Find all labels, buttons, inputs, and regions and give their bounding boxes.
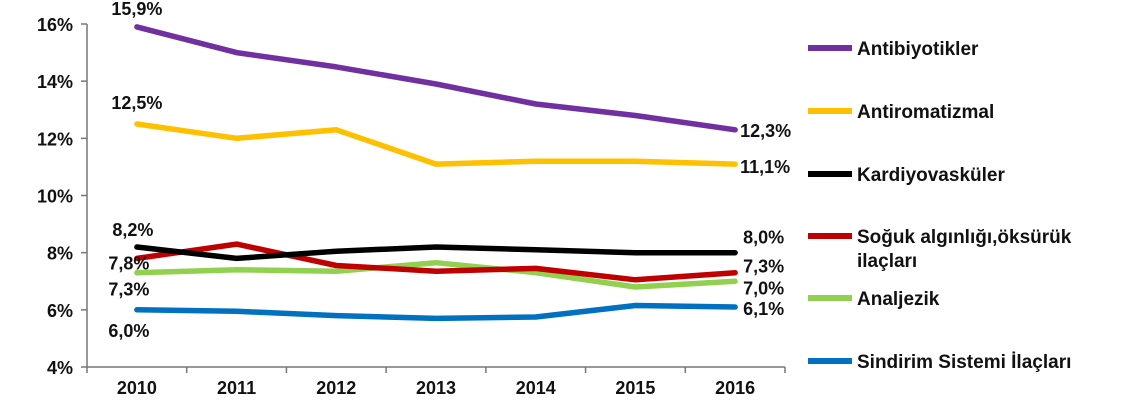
data-label: 8,2% [112,220,153,240]
legend-label: Kardiyovasküler [857,165,1005,186]
series-line [134,302,738,322]
y-tick-label: 10% [37,187,73,207]
legend-label: Sindirim Sistemi İlaçları [857,352,1071,373]
series-line [134,259,738,290]
data-label: 8,0% [743,228,784,248]
data-label: 6,0% [108,321,149,341]
x-tick-label: 2014 [516,378,556,398]
x-tick-label: 2016 [715,378,755,398]
data-label: 12,3% [740,121,791,141]
legend-label: Antibiyotikler [857,39,979,60]
series-line [134,241,738,283]
x-tick-label: 2010 [117,378,157,398]
y-tick-label: 8% [47,244,73,264]
y-tick-label: 12% [37,129,73,149]
data-label: 7,0% [743,278,784,298]
series-line [134,244,738,262]
x-tick-label: 2013 [416,378,456,398]
series-lines [134,24,738,322]
data-label: 15,9% [111,0,162,19]
y-tick-label: 4% [47,358,73,378]
data-label: 7,3% [108,280,149,300]
y-tick-label: 6% [47,301,73,321]
y-tick-label: 16% [37,15,73,35]
legend: Antibiyotikler Antiromatizmal Kardiyovaskü… [808,39,1072,373]
data-label: 11,1% [740,157,790,177]
legend-label: Analjezik [857,289,940,310]
data-labels: 15,9% 12,5% 8,2% 7,8% 7,3% 6,0% 12,3% 11,1% 8,0%… [108,0,791,341]
x-tick-label: 2015 [615,378,655,398]
legend-label: Soğuk algınlığı,öksürük ilaçları [857,227,1072,272]
data-label: 12,5% [111,93,162,113]
legend-label: Antiromatizmal [857,102,994,123]
series-line [134,121,738,167]
data-label: 6,1% [743,299,784,319]
data-label: 7,3% [743,257,784,277]
x-tick-label: 2011 [217,378,256,398]
series-line [134,24,738,133]
y-tick-label: 14% [37,72,73,92]
axes: 4% 6% 8% 10% 12% 14% 16% 2010 2011 2012 2013 2014 20… [37,15,786,398]
data-label: 7,8% [108,253,149,273]
x-tick-label: 2012 [316,378,356,398]
